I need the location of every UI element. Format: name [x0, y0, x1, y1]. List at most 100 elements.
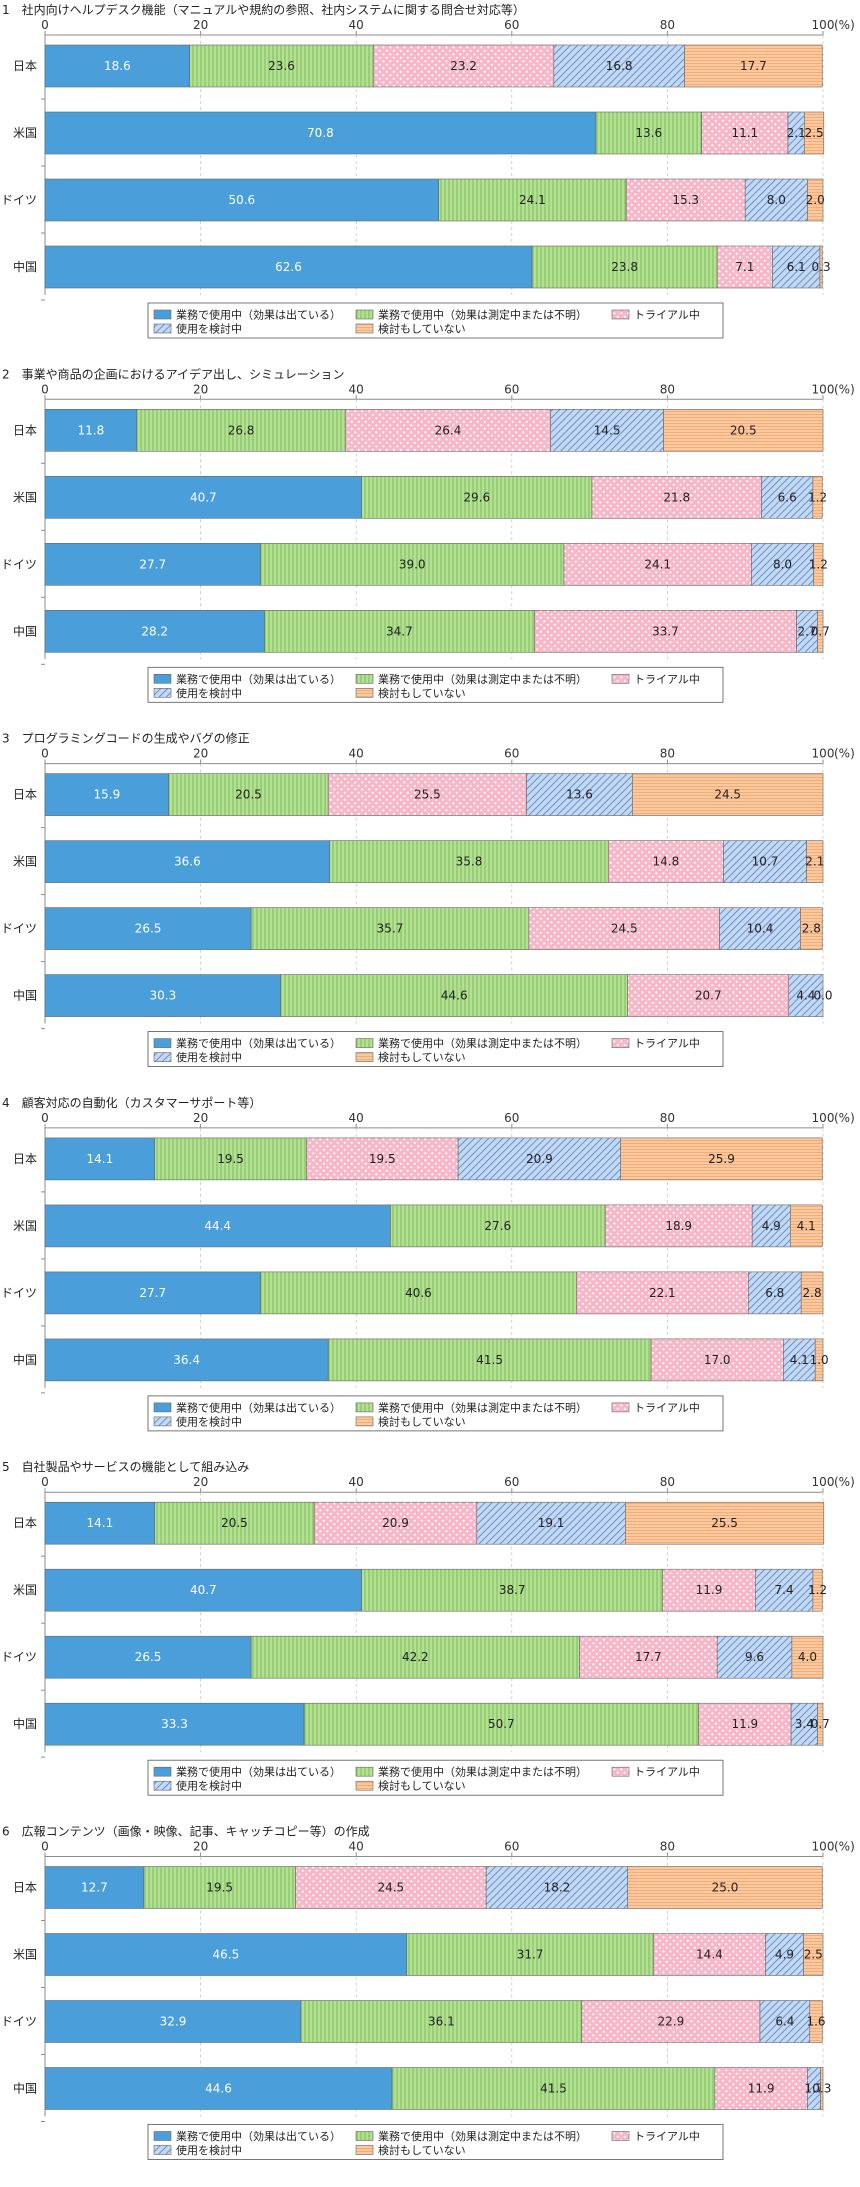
bar-germany-trial — [576, 1271, 749, 1315]
legend-swatch-unmeasured — [355, 1766, 374, 1777]
category-label-germany: ドイツ — [1, 922, 37, 936]
legend-label-trial: トライアル中 — [634, 1401, 700, 1414]
bar-china-effective — [44, 245, 533, 289]
legend-label-unmeasured: 業務で使用中（効果は測定中または不明） — [378, 1765, 587, 1779]
bar-usa-trial — [653, 1933, 766, 1976]
data-label-china-not-considering: 0.7 — [811, 624, 830, 638]
legend-swatch-effective — [153, 1038, 172, 1048]
data-label-china-not-considering: 0.0 — [813, 989, 832, 1003]
legend-swatch-not-considering — [355, 1052, 374, 1062]
data-label-china-trial: 11.9 — [748, 2082, 775, 2096]
legend-swatch-effective — [153, 2131, 172, 2141]
category-label-germany: ドイツ — [1, 193, 37, 207]
legend-swatch-considering — [153, 2145, 172, 2155]
data-label-usa-not-considering: 4.1 — [797, 1219, 816, 1233]
bar-usa-unmeasured — [361, 1568, 664, 1612]
data-label-japan-not-considering: 17.7 — [740, 59, 767, 73]
data-label-germany-trial: 24.1 — [644, 557, 671, 571]
legend-label-effective: 業務で使用中（効果は出ている） — [176, 2129, 341, 2143]
bar-germany-effective — [44, 2000, 302, 2043]
data-label-usa-considering: 6.6 — [778, 490, 797, 504]
category-label-japan: 日本 — [13, 59, 37, 73]
legend-swatch-not-considering — [355, 323, 374, 334]
data-label-usa-considering: 2.1 — [787, 126, 806, 140]
bar-germany-unmeasured — [438, 178, 627, 222]
data-label-germany-not-considering: 4.0 — [798, 1650, 817, 1664]
data-label-china-trial: 17.0 — [704, 1353, 731, 1367]
data-label-china-considering: 1.7 — [805, 2082, 824, 2096]
data-label-china-considering: 4.1 — [790, 1353, 809, 1367]
legend-swatch-trial — [611, 673, 630, 684]
x-tick-label: 80 — [660, 1475, 675, 1489]
data-label-usa-trial: 18.9 — [665, 1219, 692, 1233]
data-label-japan-unmeasured: 20.5 — [221, 1516, 248, 1530]
data-label-china-effective: 30.3 — [150, 989, 177, 1003]
bar-japan-considering — [457, 1137, 622, 1181]
bar-usa-considering — [751, 1204, 791, 1248]
bar-germany-not-considering — [791, 1635, 824, 1679]
x-axis-unit: (%) — [834, 1840, 855, 1854]
legend-label-not-considering: 検討もしていない — [378, 2143, 466, 2157]
bar-germany-considering — [759, 2000, 811, 2043]
legend — [147, 2124, 724, 2160]
legend-label-effective: 業務で使用中（効果は出ている） — [176, 1765, 341, 1779]
data-label-japan-unmeasured: 26.8 — [228, 423, 255, 437]
legend-swatch-unmeasured — [355, 1038, 374, 1048]
data-label-china-considering: 4.4 — [796, 989, 815, 1003]
data-label-germany-trial: 15.3 — [672, 193, 699, 207]
legend-label-not-considering: 検討もしていない — [378, 1779, 466, 1793]
bar-usa-not-considering — [790, 1204, 823, 1248]
bar-china-not-considering — [819, 245, 823, 289]
data-label-germany-unmeasured: 24.1 — [519, 193, 546, 207]
category-label-germany: ドイツ — [1, 557, 37, 571]
x-tick-label: 100 — [812, 382, 835, 396]
x-tick-label: 20 — [193, 747, 208, 761]
data-label-china-considering: 6.1 — [787, 260, 806, 274]
category-label-usa: 米国 — [13, 1948, 37, 1962]
bar-china-effective — [44, 609, 265, 653]
bar-germany-trial — [581, 2000, 761, 2043]
data-label-germany-trial: 17.7 — [635, 1650, 662, 1664]
data-label-china-considering: 3.4 — [795, 1717, 814, 1731]
bar-germany-unmeasured — [260, 1271, 577, 1315]
category-label-japan: 日本 — [13, 1881, 37, 1895]
data-label-germany-considering: 8.0 — [767, 193, 786, 207]
bar-japan-not-considering — [620, 1137, 823, 1181]
x-tick-label: 60 — [504, 18, 519, 32]
bar-japan-effective — [44, 44, 191, 88]
data-label-china-effective: 36.4 — [173, 1353, 200, 1367]
bar-usa-trial — [607, 840, 724, 883]
legend-label-considering: 使用を検討中 — [176, 1779, 242, 1793]
category-label-china: 中国 — [13, 2081, 37, 2096]
bar-usa-not-considering — [804, 111, 825, 155]
data-label-germany-not-considering: 2.0 — [806, 193, 825, 207]
bar-japan-effective — [44, 773, 170, 816]
chart-title: 3 プログラミングコードの生成やバグの修正 — [2, 731, 250, 746]
x-tick-label: 80 — [660, 1840, 675, 1854]
legend-swatch-unmeasured — [355, 673, 374, 684]
category-label-usa: 米国 — [13, 1219, 37, 1233]
category-label-japan: 日本 — [13, 423, 37, 437]
legend — [147, 1395, 724, 1432]
bar-germany-trial — [625, 178, 746, 222]
data-label-germany-unmeasured: 42.2 — [402, 1650, 429, 1664]
data-label-germany-considering: 6.4 — [775, 2015, 794, 2029]
bar-usa-not-considering — [806, 840, 824, 883]
x-tick-label: 100 — [812, 1840, 835, 1854]
bar-usa-trial — [662, 1568, 756, 1612]
category-label-china: 中国 — [13, 988, 37, 1003]
bar-japan-unmeasured — [143, 1866, 296, 1909]
bar-germany-unmeasured — [300, 2000, 583, 2043]
legend — [147, 1031, 724, 1067]
bar-germany-considering — [716, 1635, 793, 1679]
data-label-china-trial: 7.1 — [735, 260, 754, 274]
x-tick-label: 0 — [41, 747, 49, 761]
x-axis-unit: (%) — [834, 18, 855, 32]
bar-china-unmeasured — [264, 609, 535, 653]
legend-label-effective: 業務で使用中（効果は出ている） — [176, 1036, 341, 1050]
bar-japan-unmeasured — [154, 1137, 307, 1181]
bar-germany-trial — [563, 542, 752, 586]
chart-title: 5 自社製品やサービスの機能として組み込み — [2, 1459, 249, 1474]
